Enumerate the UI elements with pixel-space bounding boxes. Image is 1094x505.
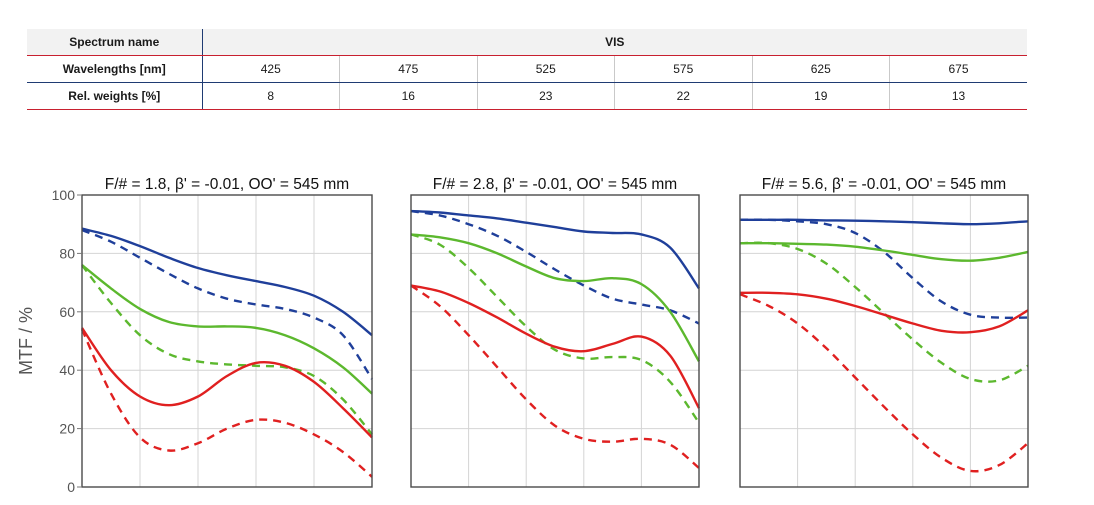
y-tick-label: 0 — [67, 479, 75, 495]
weight-cell: 13 — [889, 82, 1027, 110]
plot-frame — [81, 194, 373, 488]
weight-cell: 23 — [477, 82, 615, 110]
series-line-5-solid — [739, 291, 1029, 334]
series-line-1-solid — [410, 209, 700, 290]
mtf-chart-1: F/# = 1.8, β' = -0.01, OO' = 545 mm 0 20 40… — [16, 176, 374, 495]
spectrum-name-header: Spectrum name — [27, 29, 203, 56]
series-line-4-dashed — [410, 233, 700, 424]
series-line-3-solid — [739, 241, 1029, 262]
y-tick-label: 100 — [52, 187, 76, 203]
y-tick-label: 80 — [59, 245, 75, 261]
series-line-5-solid — [81, 327, 373, 439]
chart-title: F/# = 5.6, β' = -0.01, OO' = 545 mm — [762, 176, 1006, 193]
wavelengths-row: Wavelengths [nm] 425 475 525 575 625 675 — [27, 55, 1027, 83]
wavelength-cell: 525 — [477, 55, 615, 83]
wavelength-cell: 575 — [614, 55, 753, 83]
weight-cell: 16 — [339, 82, 478, 110]
series-line-6-dashed — [739, 293, 1029, 473]
series-line-6-dashed — [410, 284, 700, 469]
weight-cell: 19 — [752, 82, 890, 110]
chart-title: F/# = 2.8, β' = -0.01, OO' = 545 mm — [433, 176, 677, 193]
wavelength-cell: 475 — [339, 55, 478, 83]
series-line-2-dashed — [81, 228, 374, 380]
y-tick-label: 60 — [59, 304, 75, 320]
spectrum-table: Spectrum name VIS Wavelengths [nm] 425 4… — [27, 29, 1027, 110]
weight-cell: 22 — [614, 82, 753, 110]
series-line-2-dashed — [739, 218, 1029, 320]
series-line-6-dashed — [80, 328, 373, 478]
series-line-4-dashed — [81, 264, 373, 436]
spectrum-name-value: VIS — [202, 29, 1027, 56]
chart-title: F/# = 1.8, β' = -0.01, OO' = 545 mm — [105, 176, 349, 193]
y-tick-label: 20 — [59, 421, 75, 437]
wavelength-cell: 425 — [202, 55, 340, 83]
series-line-4-dashed — [739, 241, 1029, 383]
series-line-1-solid — [81, 227, 373, 337]
y-axis-label: MTF / % — [16, 307, 36, 375]
series-line-3-solid — [410, 233, 701, 363]
mtf-chart-3: F/# = 5.6, β' = -0.01, OO' = 545 mm — [739, 176, 1029, 488]
wavelength-cell: 625 — [752, 55, 890, 83]
y-tick-label: 40 — [59, 362, 75, 378]
series-line-3-solid — [81, 264, 373, 395]
series-line-2-dashed — [410, 209, 700, 325]
series-line-5-solid — [410, 284, 701, 409]
spectrum-name-row: Spectrum name VIS — [27, 29, 1027, 56]
plot-frame — [410, 194, 700, 488]
mtf-chart-2: F/# = 2.8, β' = -0.01, OO' = 545 mm — [410, 176, 701, 488]
weights-header: Rel. weights [%] — [27, 82, 203, 110]
weights-row: Rel. weights [%] 8 16 23 22 19 13 — [27, 82, 1027, 110]
wavelength-cell: 675 — [889, 55, 1027, 83]
plot-frame — [739, 194, 1029, 488]
weight-cell: 8 — [202, 82, 340, 110]
wavelengths-header: Wavelengths [nm] — [27, 55, 203, 83]
